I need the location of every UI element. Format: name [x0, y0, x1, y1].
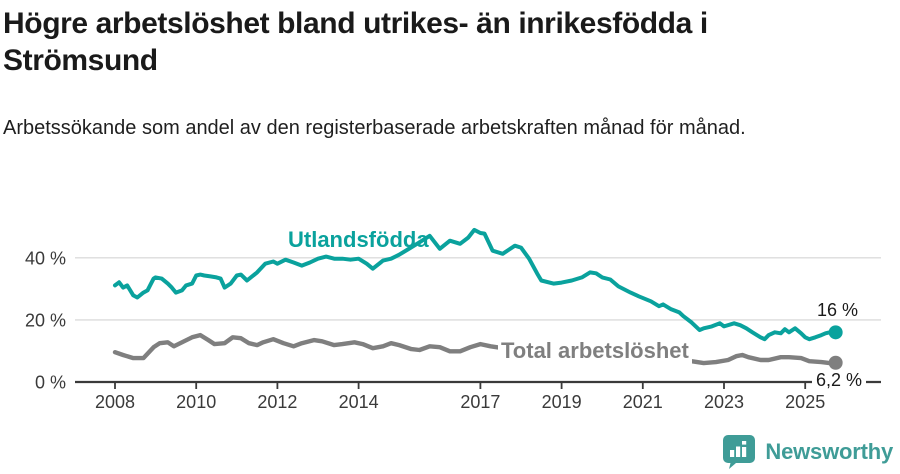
chart-bubble-icon — [723, 435, 756, 469]
svg-text:2019: 2019 — [542, 392, 582, 412]
svg-text:2014: 2014 — [339, 392, 379, 412]
end-value-label-utlandsfodda: 16 % — [817, 300, 859, 320]
svg-text:40 %: 40 % — [25, 248, 66, 268]
series-label-total-arbetsloshet: Total arbetslöshet — [498, 338, 692, 364]
svg-text:2021: 2021 — [623, 392, 663, 412]
series-label-utlandsfodda: Utlandsfödda — [288, 227, 429, 252]
svg-text:2023: 2023 — [704, 392, 744, 412]
svg-text:0 %: 0 % — [35, 373, 66, 393]
svg-text:2012: 2012 — [257, 392, 297, 412]
svg-text:2008: 2008 — [95, 392, 135, 412]
end-value-label-total-arbetsloshet: 6,2 % — [812, 370, 867, 391]
svg-text:2010: 2010 — [176, 392, 216, 412]
svg-text:2017: 2017 — [460, 392, 500, 412]
page-title: Högre arbetslöshet bland utrikes- än inr… — [3, 7, 708, 77]
newsworthy-logo-text: Newsworthy — [765, 438, 893, 464]
svg-text:20 %: 20 % — [25, 310, 66, 330]
chart-subtitle: Arbetssökande som andel av den registerb… — [3, 117, 746, 139]
newsworthy-logo[interactable]: Newsworthy — [722, 434, 893, 469]
svg-text:2025: 2025 — [785, 392, 825, 412]
